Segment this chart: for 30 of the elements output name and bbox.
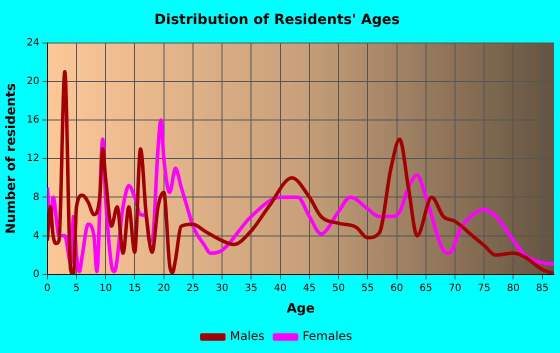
y-axis-title: Number of residents xyxy=(4,83,20,234)
y-tick-label: 20 xyxy=(26,76,40,87)
y-tick-label: 8 xyxy=(32,192,40,203)
x-axis-title: Age xyxy=(286,302,315,317)
x-tick-label: 0 xyxy=(44,282,51,294)
x-tick-label: 85 xyxy=(536,282,549,294)
x-tick-label: 5 xyxy=(73,282,80,294)
y-tick-label: 4 xyxy=(32,230,40,242)
x-tick-label: 70 xyxy=(448,282,462,294)
x-tick-label: 80 xyxy=(506,282,520,294)
y-tick-label: 0 xyxy=(32,268,40,280)
y-tick-label: 16 xyxy=(26,114,40,126)
x-tick-label: 40 xyxy=(274,282,287,294)
x-tick-label: 55 xyxy=(361,282,374,294)
legend-label: Males xyxy=(230,329,265,344)
x-tick-label: 60 xyxy=(390,282,404,294)
legend-label: Females xyxy=(302,329,352,344)
x-tick-label: 15 xyxy=(128,282,142,294)
x-tick-label: 20 xyxy=(157,282,170,294)
x-tick-label: 35 xyxy=(244,282,258,294)
x-tick-label: 10 xyxy=(99,282,112,294)
y-tick-label: 24 xyxy=(26,37,40,48)
x-tick-label: 75 xyxy=(478,282,490,294)
x-tick-label: 65 xyxy=(420,282,432,294)
x-tick-label: 25 xyxy=(186,282,200,294)
y-tick-label: 12 xyxy=(26,153,40,164)
x-tick-label: 50 xyxy=(332,282,345,294)
chart-title: Distribution of Residents' Ages xyxy=(154,12,400,28)
x-tick-label: 30 xyxy=(216,282,228,294)
x-tick-label: 45 xyxy=(303,282,316,294)
